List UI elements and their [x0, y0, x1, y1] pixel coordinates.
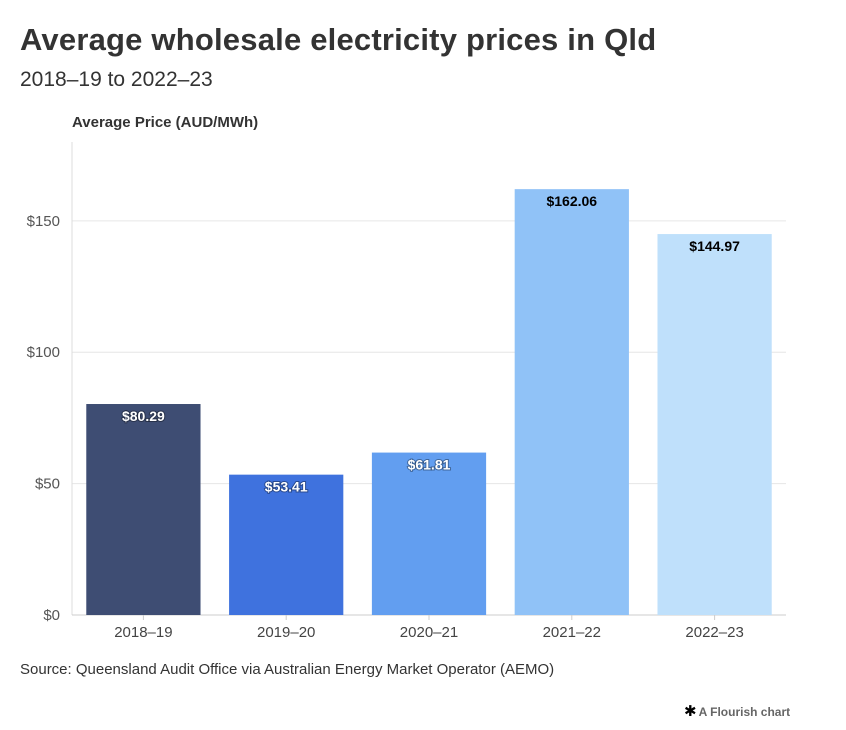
bar-chart: Average Price (AUD/MWh) $80.29 $53.41 $61.… [27, 114, 786, 641]
bar[interactable] [86, 404, 201, 615]
flourish-credit-link[interactable]: ✱ A Flourish chart [684, 704, 790, 719]
x-tick-label: 2021–22 [543, 624, 601, 641]
chart-title: Average wholesale electricity prices in … [20, 22, 657, 57]
data-label: $162.06 [546, 193, 597, 209]
data-labels: $80.29 $53.41 $61.81 $162.06 $144.97 [121, 193, 740, 496]
source-note: Source: Queensland Audit Office via Aust… [20, 661, 555, 678]
bar[interactable] [371, 452, 487, 615]
data-label: $80.29 [122, 408, 165, 424]
y-tick-label: $0 [43, 607, 60, 624]
x-tick-label: 2022–23 [685, 624, 743, 641]
y-tick-label: $100 [27, 344, 60, 361]
chart-area: Average Price (AUD/MWh) $80.29 $53.41 $61.… [0, 100, 846, 660]
y-tick-label: $150 [27, 213, 60, 230]
bar[interactable] [229, 474, 344, 615]
data-label: $53.41 [265, 479, 308, 495]
bars [86, 189, 772, 615]
x-tick-label: 2020–21 [400, 624, 458, 641]
flourish-asterisk-icon: ✱ [684, 703, 697, 720]
tick-labels: $0 $50 $100 $150 2018–19 2019–20 2020–21 2021–2… [27, 213, 744, 641]
chart-subtitle: 2018–19 to 2022–23 [20, 68, 213, 91]
data-label: $144.97 [689, 238, 740, 254]
bar[interactable] [657, 234, 772, 615]
data-label: $61.81 [408, 457, 451, 473]
x-tick-label: 2019–20 [257, 624, 315, 641]
y-axis-label: Average Price (AUD/MWh) [72, 114, 258, 131]
y-tick-label: $50 [35, 476, 60, 493]
x-tick-label: 2018–19 [114, 624, 172, 641]
flourish-credit-label: A Flourish chart [698, 704, 791, 719]
bar[interactable] [514, 189, 629, 615]
